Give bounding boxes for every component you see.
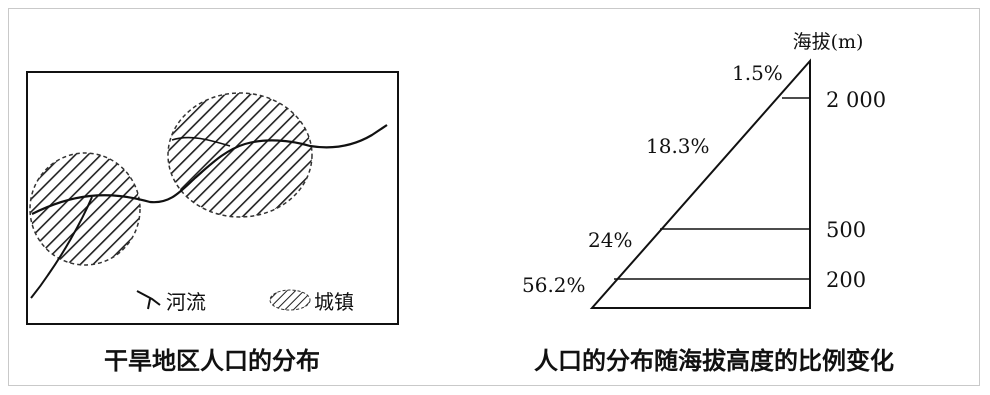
band-label-above-2000: 1.5% bbox=[732, 61, 783, 85]
band-label-500-2000: 18.3% bbox=[646, 134, 710, 158]
right-caption: 人口的分布随海拔高度的比例变化 bbox=[534, 347, 894, 375]
river-tributary bbox=[30, 196, 93, 299]
river-branch bbox=[171, 136, 231, 147]
map-legend: 河流 城镇 bbox=[136, 289, 354, 314]
tick-200: 200 bbox=[826, 268, 866, 292]
band-label-0-200: 56.2% bbox=[522, 273, 586, 297]
town-large bbox=[167, 92, 313, 218]
town-small bbox=[29, 152, 141, 266]
elevation-triangle bbox=[589, 58, 811, 309]
figure-frame bbox=[8, 8, 980, 386]
tick-2000: 2 000 bbox=[826, 88, 886, 112]
town-legend-icon bbox=[269, 289, 311, 311]
axis-title: 海拔(m) bbox=[793, 31, 864, 53]
arid-map: 河流 城镇 bbox=[26, 71, 399, 325]
river-main bbox=[31, 124, 388, 215]
legend-river-label: 河流 bbox=[166, 290, 206, 314]
river-legend-icon bbox=[136, 290, 161, 310]
band-label-200-500: 24% bbox=[588, 228, 632, 252]
legend-town-label: 城镇 bbox=[314, 290, 354, 314]
left-caption: 干旱地区人口的分布 bbox=[104, 347, 320, 375]
elevation-diagram: 海拔(m) 2 000 500 200 1.5% 18.3% 24% 56.2% bbox=[522, 31, 886, 309]
tick-500: 500 bbox=[826, 218, 866, 242]
